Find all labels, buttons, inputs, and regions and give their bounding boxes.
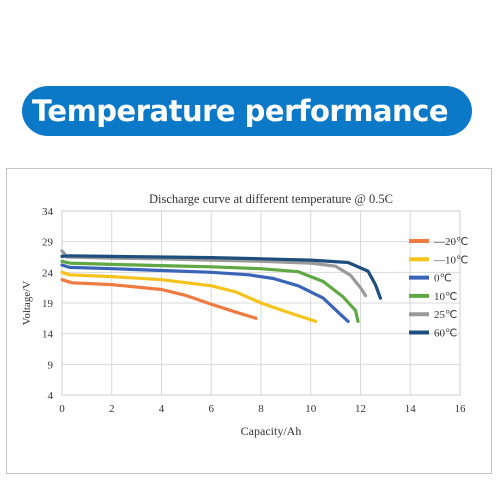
y-tick-label: 19 xyxy=(42,298,54,310)
x-tick-label: 10 xyxy=(305,403,317,415)
x-tick-label: 12 xyxy=(355,403,366,415)
banner-title: Temperature performance xyxy=(31,94,449,128)
y-tick-label: 4 xyxy=(48,390,54,402)
plot-frame xyxy=(61,210,461,396)
chart-title: Discharge curve at different temperature… xyxy=(149,192,393,206)
legend-label: 0℃ xyxy=(434,273,452,285)
series-line-0 xyxy=(60,278,258,320)
x-tick-label: 8 xyxy=(258,403,264,415)
legend-label: 60℃ xyxy=(434,328,457,340)
discharge-chart: Discharge curve at different temperature… xyxy=(21,192,468,438)
y-tick-label: 14 xyxy=(42,329,54,341)
series-line-5 xyxy=(60,254,382,300)
y-tick-label: 9 xyxy=(48,359,54,371)
x-tick-label: 0 xyxy=(59,403,65,415)
x-tick-label: 14 xyxy=(405,403,417,415)
series-line-2 xyxy=(60,263,350,323)
x-tick-label: 4 xyxy=(159,403,165,415)
legend-label: 10℃ xyxy=(434,291,457,303)
y-tick-label: 29 xyxy=(42,237,54,249)
x-tick-label: 2 xyxy=(109,403,115,415)
series-line-3 xyxy=(60,259,360,323)
x-tick-label: 6 xyxy=(209,403,215,415)
legend-label: —10℃ xyxy=(433,254,468,266)
chart-panel: Discharge curve at different temperature… xyxy=(6,168,492,474)
y-axis-label: Voltage/V xyxy=(21,281,33,325)
x-axis-label: Capacity/Ah xyxy=(241,424,302,438)
y-tick-label: 34 xyxy=(42,206,54,218)
series-line-4 xyxy=(60,249,368,298)
legend-label: 25℃ xyxy=(434,309,457,321)
series-line-1 xyxy=(60,270,318,323)
legend-label: —20℃ xyxy=(433,236,468,248)
y-tick-label: 24 xyxy=(42,267,54,279)
title-banner: Temperature performance xyxy=(22,86,472,136)
x-tick-label: 16 xyxy=(455,403,467,415)
